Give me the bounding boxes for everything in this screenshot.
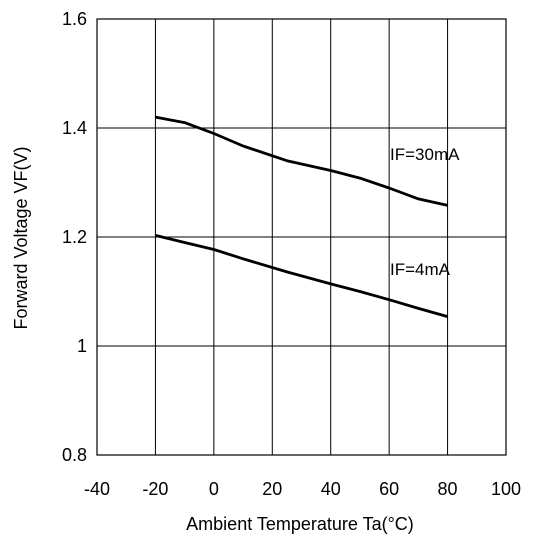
y-tick-label: 1.4 [62, 118, 87, 138]
grid [97, 19, 506, 455]
y-axis-title: Forward Voltage VF(V) [11, 146, 31, 329]
y-tick-label: 1 [77, 336, 87, 356]
x-tick-label: 0 [209, 479, 219, 499]
x-tick-label: -40 [84, 479, 110, 499]
tick-labels: -40 -20 0 20 40 60 80 100 0.8 1 1.2 1.4 1.6 [62, 9, 521, 499]
series-label: IF=4mA [390, 260, 451, 279]
series-label: IF=30mA [390, 145, 460, 164]
x-tick-label: 40 [321, 479, 341, 499]
series-line [155, 234, 448, 318]
x-tick-label: 80 [438, 479, 458, 499]
x-tick-label: -20 [142, 479, 168, 499]
x-tick-label: 100 [491, 479, 521, 499]
series-lines: IF=30mA IF=4mA [155, 115, 460, 318]
plot-frame [96, 18, 507, 456]
x-axis-title: Ambient Temperature Ta(°C) [186, 514, 414, 534]
y-tick-label: 1.6 [62, 9, 87, 29]
y-tick-label: 0.8 [62, 445, 87, 465]
x-tick-label: 20 [262, 479, 282, 499]
y-tick-label: 1.2 [62, 227, 87, 247]
series-line [155, 115, 448, 207]
x-tick-label: 60 [379, 479, 399, 499]
